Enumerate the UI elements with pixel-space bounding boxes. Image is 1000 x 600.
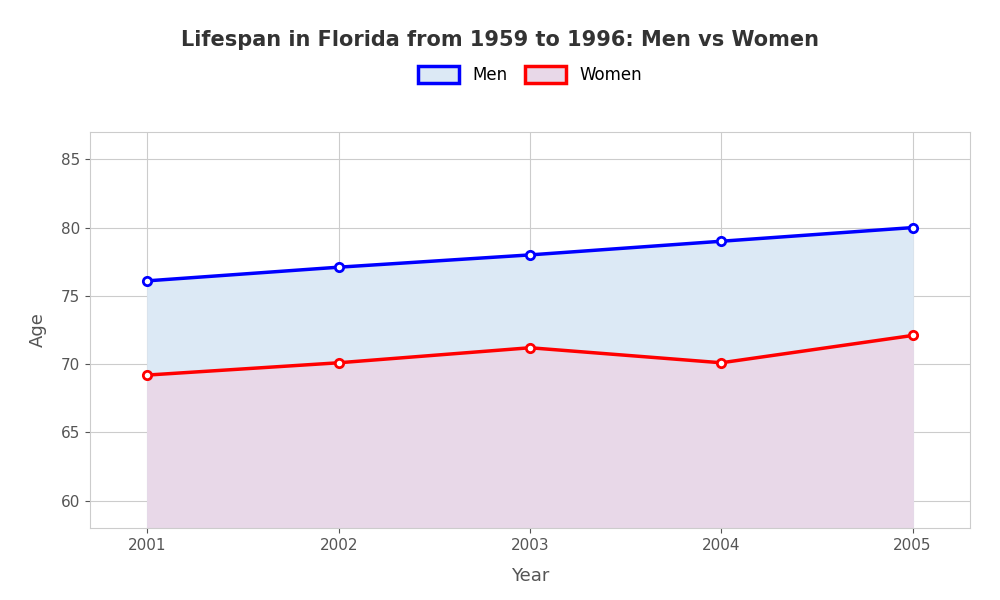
Y-axis label: Age: Age: [29, 313, 47, 347]
Text: Lifespan in Florida from 1959 to 1996: Men vs Women: Lifespan in Florida from 1959 to 1996: M…: [181, 30, 819, 50]
X-axis label: Year: Year: [511, 566, 549, 584]
Legend: Men, Women: Men, Women: [409, 57, 651, 92]
